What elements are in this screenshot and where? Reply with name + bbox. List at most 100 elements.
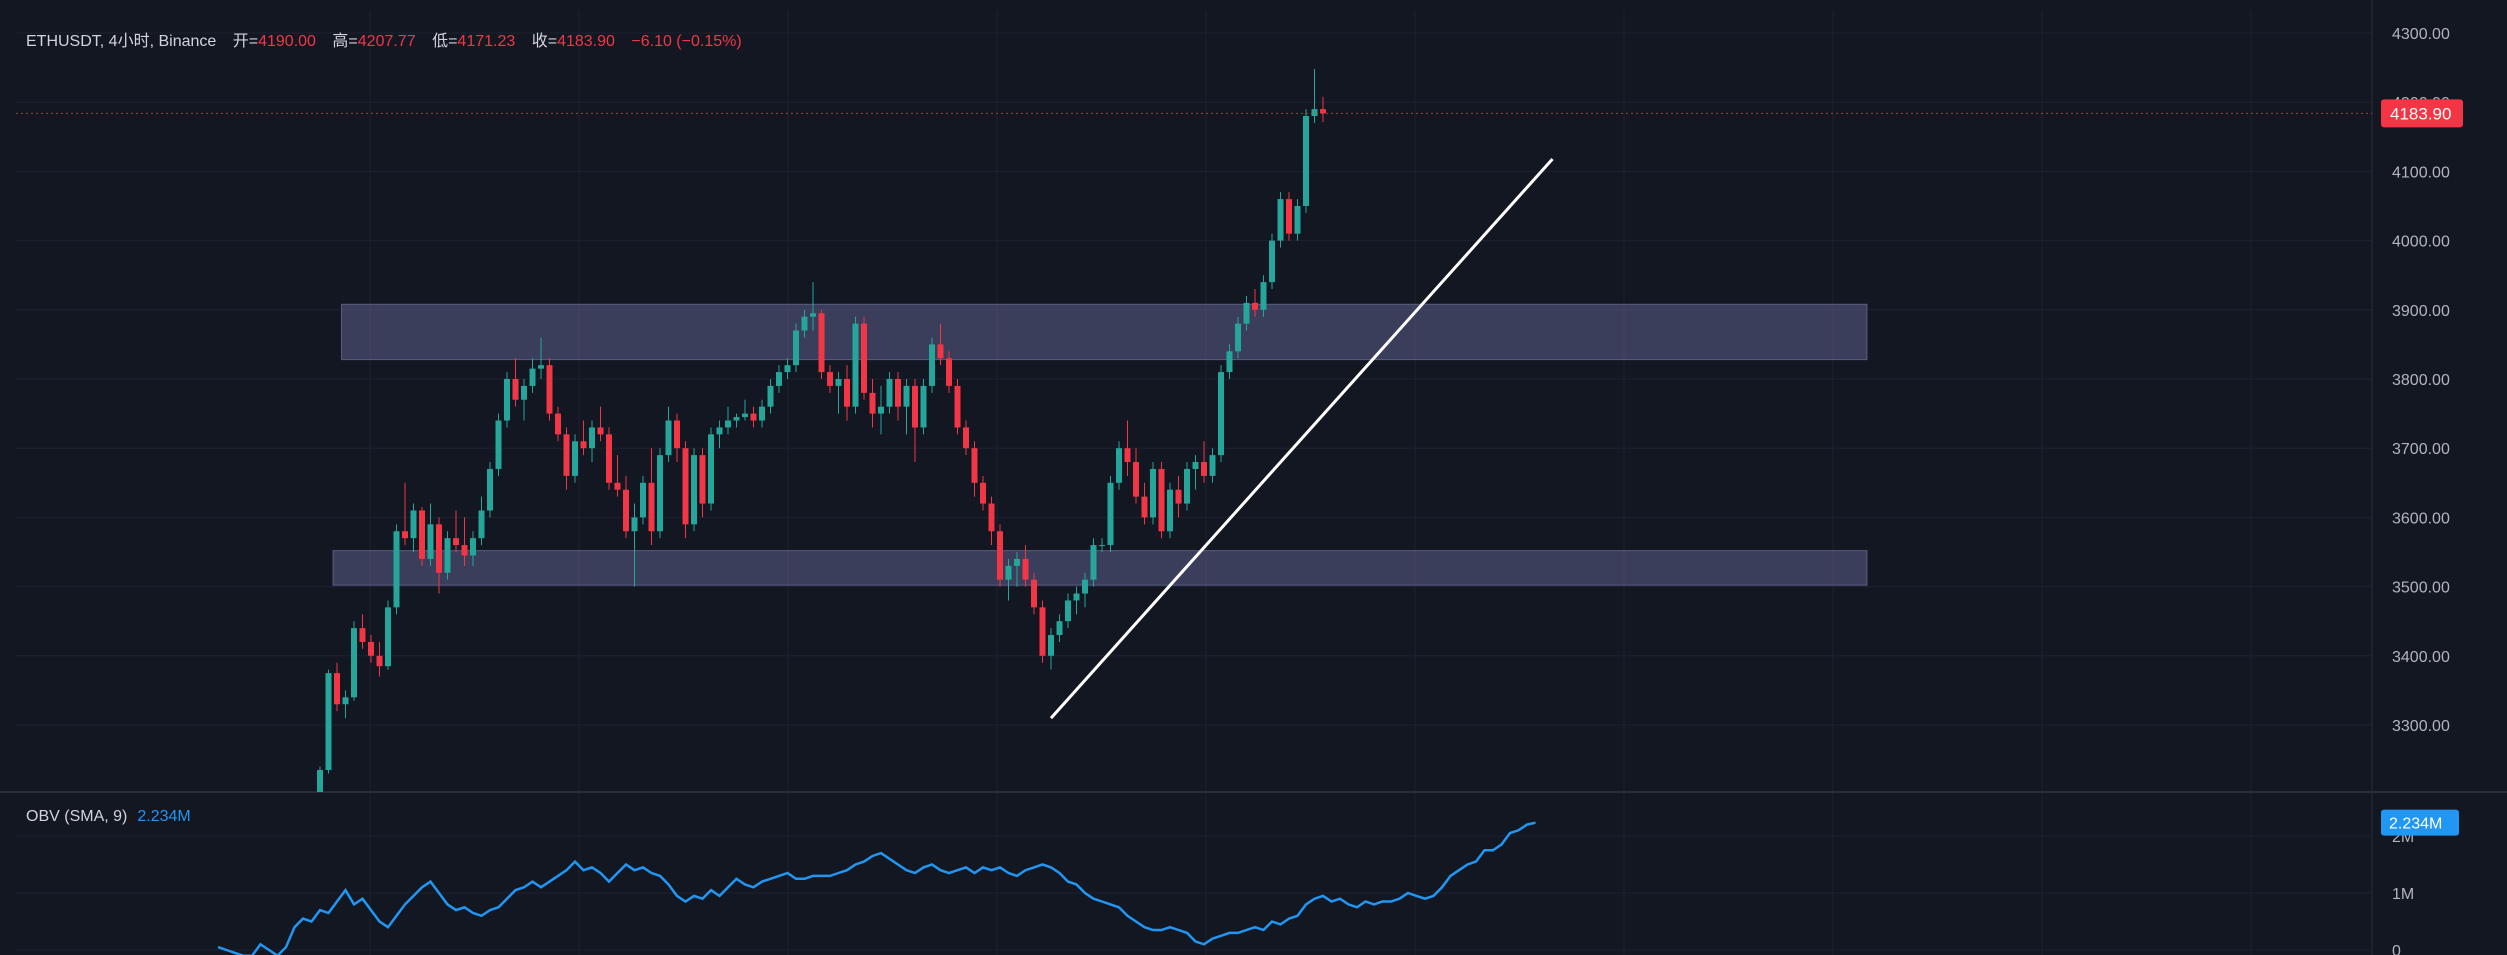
obv-value: 2.234M [137, 808, 191, 825]
candle [1184, 462, 1190, 511]
candle [1303, 109, 1309, 213]
candle [691, 448, 697, 532]
candle [937, 323, 944, 366]
candle-body [512, 379, 519, 400]
candle-body [402, 531, 408, 539]
candle-body [1116, 448, 1122, 483]
candle-body [725, 420, 731, 428]
candle-body [691, 455, 697, 525]
candle [631, 503, 638, 587]
candle [597, 406, 604, 442]
candle [903, 379, 910, 435]
candle [665, 406, 672, 463]
candle-body [1192, 462, 1199, 469]
sr-zone-2[interactable] [332, 550, 1868, 586]
candle [453, 510, 459, 552]
candle [844, 365, 850, 421]
candle-body [997, 531, 1003, 580]
candle-body [835, 379, 842, 386]
candle-body [1014, 558, 1020, 566]
candle-body [368, 641, 374, 656]
candle [342, 690, 349, 719]
candle [495, 413, 502, 476]
candle-body [1209, 455, 1216, 476]
candle [521, 379, 527, 421]
candle-body [1065, 600, 1071, 622]
candle [997, 524, 1003, 587]
candle-body [818, 313, 825, 373]
candle-body [1277, 199, 1284, 241]
change-value: −6.10 (−0.15%) [631, 33, 742, 50]
candle [716, 420, 723, 449]
candle-body [1260, 282, 1267, 310]
candle-body [1243, 302, 1250, 324]
high-value: 4207.77 [357, 33, 416, 50]
candle-body [529, 368, 536, 386]
candle-body [920, 385, 927, 428]
candle-body [1150, 468, 1156, 518]
candle [1116, 441, 1122, 490]
candle-body [708, 434, 714, 504]
candle [742, 399, 748, 421]
candle [376, 641, 383, 677]
candle [555, 406, 561, 442]
candle [912, 379, 918, 463]
candle-body [470, 538, 476, 556]
candle-body [776, 372, 782, 386]
candle-body [393, 531, 400, 608]
candle [776, 365, 782, 393]
candle-body [1073, 593, 1080, 601]
price-legend: ETHUSDT, 4小时, Binance 开=4190.00 高=4207.7… [26, 27, 742, 51]
price-axis-tick: 3900.00 [2392, 303, 2450, 320]
candle-body [521, 385, 527, 400]
candle [1150, 462, 1156, 525]
candle [852, 316, 859, 414]
candle [461, 517, 468, 566]
candle [1260, 275, 1267, 317]
candle [878, 385, 884, 435]
candle [861, 316, 867, 400]
candle [699, 448, 706, 518]
candle-body [665, 420, 672, 456]
candle-body [504, 379, 510, 421]
candle [1235, 316, 1241, 359]
candle [1252, 289, 1258, 317]
candle-body [631, 517, 638, 532]
price-axis-tick: 4300.00 [2392, 26, 2450, 43]
candle [487, 462, 493, 518]
candle-body [1303, 116, 1309, 206]
candle-body [1022, 558, 1029, 580]
candle-body [444, 538, 451, 573]
candle-body [886, 379, 893, 407]
obv-label: OBV (SMA, 9) [26, 808, 128, 825]
candle-body [1048, 635, 1054, 656]
candle-body [572, 441, 578, 476]
candle-body [410, 510, 417, 539]
candle [835, 372, 842, 414]
trendline[interactable] [1049, 157, 1554, 720]
obv-legend: OBV (SMA, 9) 2.234M [26, 808, 191, 826]
candle-body [929, 344, 935, 386]
candle [784, 358, 791, 379]
price-axis-tick: 4100.00 [2392, 164, 2450, 181]
candle-body [1269, 240, 1275, 283]
candle-body [793, 330, 799, 366]
candle-body [937, 344, 944, 359]
candle-body [1031, 579, 1037, 608]
candle [1107, 475, 1114, 552]
price-axis-tick: 4000.00 [2392, 234, 2450, 251]
candle [1311, 68, 1318, 123]
sr-zone-1[interactable] [341, 303, 1868, 361]
candle [546, 358, 553, 421]
candle-body [351, 628, 357, 698]
candle-body [1320, 109, 1326, 114]
candle-body [733, 417, 740, 421]
candle [954, 379, 961, 435]
candle-body [1201, 462, 1207, 476]
candle [1124, 420, 1131, 476]
candle-body [895, 379, 901, 407]
candle-body [453, 538, 459, 546]
candle-body [580, 441, 587, 449]
candle-body [359, 628, 366, 642]
candle-body [759, 406, 765, 421]
